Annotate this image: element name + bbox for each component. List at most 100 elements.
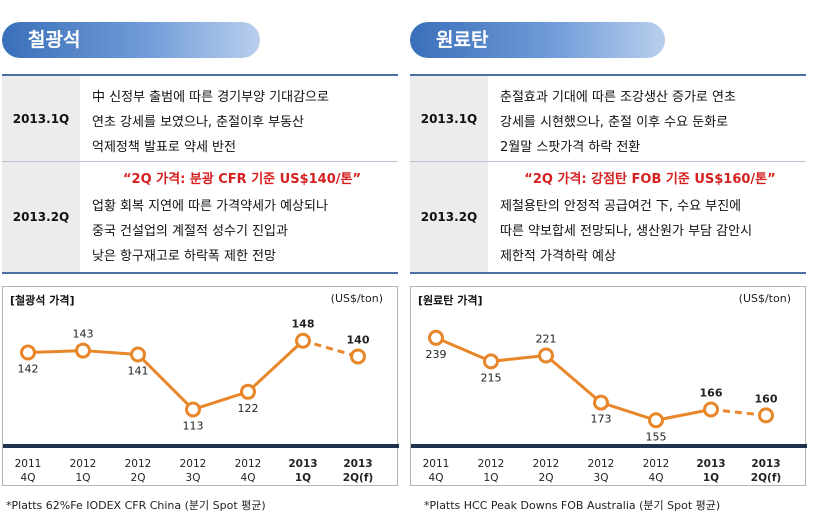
category-label: 2Q (539, 472, 554, 484)
data-label: 160 (755, 392, 778, 405)
series-line-segment (490, 353, 547, 363)
description-2013-2q: 업황 회복 지연에 따른 가격약세가 예상되나 중국 건설업의 계절적 성수기 … (92, 194, 392, 269)
iron-ore-price-chart: [철광석 가격] (US$/ton) 142 143 141 113 122 148 140… (2, 286, 399, 486)
data-point (428, 329, 444, 346)
series-line-segment (136, 353, 195, 411)
series-line-segment (600, 401, 657, 422)
series-line-segment (655, 408, 712, 422)
description-line: 춘절효과 기대에 따른 조강생산 증가로 연초 (500, 90, 736, 105)
table-row-divider (410, 161, 806, 162)
forecast-line-segment (710, 407, 767, 417)
category-label: 2012 (588, 458, 615, 470)
category-label: 4Q (21, 472, 36, 484)
category-label: 2013 (343, 458, 372, 470)
chart-title: [원료탄 가격] (418, 294, 483, 307)
table-top-rule (2, 74, 398, 76)
data-label: 122 (238, 402, 259, 415)
data-label: 143 (73, 328, 94, 341)
chart-unit: (US$/ton) (738, 292, 791, 305)
description-line: 제한적 가격하락 예상 (500, 249, 616, 264)
table-bottom-rule (410, 272, 806, 274)
coking-coal-price-chart: [원료탄 가격] (US$/ton) 239 215 221 173 155 166 160… (410, 286, 807, 486)
series-line-segment (192, 390, 249, 411)
category-label: 2Q(f) (343, 472, 373, 484)
chart-unit: (US$/ton) (330, 292, 383, 305)
data-label: 141 (128, 364, 149, 377)
category-label: 2012 (643, 458, 670, 470)
category-label: 2012 (180, 458, 207, 470)
data-label: 215 (481, 371, 502, 384)
category-label: 2012 (70, 458, 97, 470)
category-label: 2013 (751, 458, 780, 470)
category-label: 2Q(f) (751, 472, 781, 484)
category-label: 4Q (429, 472, 444, 484)
price-forecast-highlight: “2Q 가격: 강점탄 FOB 기준 US$160/톤” (524, 172, 776, 187)
outlook-table: 2013.1Q 中 신정부 출범에 따른 경기부양 기대감으로 연초 강세를 보… (2, 74, 398, 274)
x-axis-band (411, 444, 807, 448)
outlook-table: 2013.1Q 춘절효과 기대에 따른 조강생산 증가로 연초 강세를 시현했으… (410, 74, 806, 274)
description-line: 강세를 시현했으나, 춘절 이후 수요 둔화로 (500, 115, 729, 130)
series-line-segment (545, 354, 602, 404)
category-label: 4Q (241, 472, 256, 484)
category-label: 1Q (76, 472, 91, 484)
category-label: 1Q (703, 472, 719, 484)
forecast-line-segment (302, 339, 359, 358)
category-label: 3Q (186, 472, 201, 484)
series-line-segment (27, 349, 84, 355)
data-point (350, 348, 366, 365)
description-line: 낮은 항구재고로 하락폭 제한 전망 (92, 249, 276, 264)
description-line: 따른 약보합세 전망되나, 생산원가 부담 감안시 (500, 224, 753, 239)
quarter-cell: 2013.2Q (410, 162, 488, 272)
series-line-segment (435, 336, 492, 363)
description-2013-1q: 춘절효과 기대에 따른 조강생산 증가로 연초 강세를 시현했으나, 춘절 이후… (500, 85, 800, 160)
data-label: 173 (591, 413, 612, 426)
category-label: 2012 (533, 458, 560, 470)
category-label: 2013 (288, 458, 317, 470)
data-point (483, 353, 499, 370)
quarter-cell: 2013.1Q (2, 76, 80, 161)
data-point (20, 344, 36, 361)
data-label: 155 (646, 430, 667, 443)
category-label: 2011 (15, 458, 42, 470)
data-point (185, 401, 201, 418)
data-point (295, 332, 311, 349)
table-top-rule (410, 74, 806, 76)
quarter-cell: 2013.1Q (410, 76, 488, 161)
description-line: 제철용탄의 안정적 공급여건 下, 수요 부진에 (500, 199, 742, 214)
chart-plot: 142 143 141 113 122 148 140 2011 4Q 2012 1Q 2012 2Q 2… (3, 318, 399, 484)
description-line: 中 신정부 출범에 따른 경기부양 기대감으로 (92, 90, 329, 105)
data-point (703, 401, 719, 418)
category-label: 3Q (594, 472, 609, 484)
data-label: 142 (18, 363, 39, 376)
table-bottom-rule (2, 272, 398, 274)
category-label: 4Q (649, 472, 664, 484)
data-label: 113 (183, 419, 204, 432)
data-label: 140 (347, 333, 370, 346)
description-line: 업황 회복 지연에 따른 가격약세가 예상되나 (92, 199, 328, 214)
data-label: 148 (292, 318, 315, 331)
data-point (240, 383, 256, 400)
section-header-iron-ore: 철광석 (2, 22, 260, 58)
category-label: 2Q (131, 472, 146, 484)
series-line-segment (246, 339, 305, 393)
source-footnote: *Platts 62%Fe IODEX CFR China (분기 Spot 평… (6, 499, 266, 512)
data-point (130, 346, 146, 363)
data-label: 221 (536, 332, 557, 345)
category-label: 1Q (484, 472, 499, 484)
category-label: 2011 (423, 458, 450, 470)
data-point (538, 347, 554, 364)
x-axis-band (3, 444, 399, 448)
category-label: 2012 (235, 458, 262, 470)
data-label: 239 (426, 348, 447, 361)
description-line: 억제정책 발표로 약세 반전 (92, 140, 236, 155)
data-point (593, 394, 609, 411)
table-row-divider (2, 161, 398, 162)
data-point (648, 412, 664, 429)
iron-ore-panel: 철광석 2013.1Q 中 신정부 출범에 따른 경기부양 기대감으로 연초 강… (0, 0, 400, 517)
section-header-coking-coal: 원료탄 (410, 22, 665, 58)
category-label: 2012 (125, 458, 152, 470)
series-line-segment (82, 349, 139, 356)
category-label: 2013 (696, 458, 725, 470)
coking-coal-panel: 원료탄 2013.1Q 춘절효과 기대에 따른 조강생산 증가로 연초 강세를 … (410, 0, 810, 517)
data-point (758, 407, 774, 424)
